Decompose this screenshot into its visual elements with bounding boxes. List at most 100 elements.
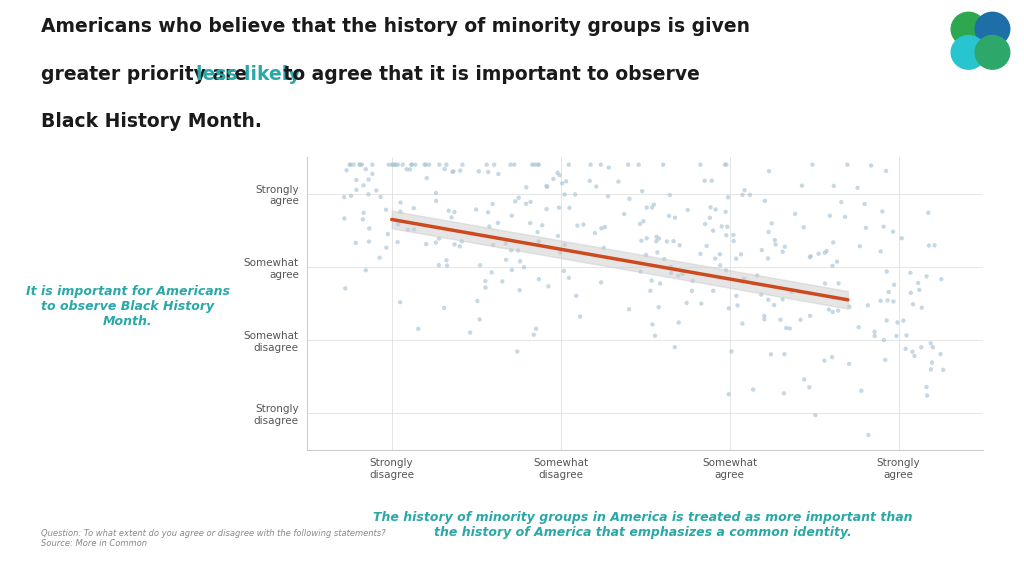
Text: greater priority are: greater priority are — [41, 65, 254, 84]
Point — [830, 279, 847, 288]
Point — [816, 356, 833, 365]
Point — [734, 191, 751, 200]
Point — [733, 250, 750, 259]
Point — [824, 261, 841, 270]
Point — [369, 186, 385, 195]
Point — [389, 238, 406, 247]
Point — [794, 181, 810, 190]
Point — [825, 182, 842, 191]
Point — [560, 160, 577, 169]
Point — [879, 267, 895, 276]
Point — [712, 261, 728, 270]
Point — [720, 193, 736, 202]
Point — [392, 298, 409, 307]
Point — [728, 291, 744, 300]
Point — [469, 297, 485, 306]
Point — [399, 225, 416, 234]
Point — [530, 275, 547, 284]
Point — [431, 234, 447, 243]
Point — [610, 177, 627, 186]
Point — [753, 290, 769, 299]
Point — [357, 165, 374, 174]
Point — [818, 247, 835, 256]
Point — [796, 223, 812, 232]
Point — [539, 182, 555, 191]
Point — [876, 222, 892, 231]
Point — [760, 295, 776, 304]
Point — [418, 239, 434, 248]
Point — [886, 280, 902, 289]
Point — [872, 247, 889, 256]
Point — [596, 243, 612, 252]
Point — [876, 336, 892, 345]
Point — [921, 209, 937, 217]
Point — [925, 343, 941, 352]
Point — [355, 181, 372, 190]
Point — [343, 192, 359, 201]
Point — [530, 160, 547, 169]
Point — [354, 215, 371, 224]
Point — [360, 175, 377, 184]
Point — [774, 295, 791, 304]
Point — [529, 160, 546, 169]
Point — [824, 352, 841, 361]
Point — [866, 328, 883, 337]
Point — [484, 200, 501, 209]
Point — [804, 160, 820, 169]
Point — [530, 237, 547, 246]
Point — [684, 287, 700, 296]
Point — [443, 213, 460, 222]
Point — [593, 160, 609, 169]
Point — [880, 296, 896, 305]
Point — [480, 208, 497, 217]
Point — [406, 225, 422, 234]
Text: It is important for Americans
to observe Black History
Month.: It is important for Americans to observe… — [26, 285, 230, 328]
Point — [503, 246, 519, 255]
Point — [729, 301, 745, 310]
Point — [431, 160, 447, 169]
Point — [600, 163, 616, 172]
Point — [829, 306, 846, 315]
Point — [446, 207, 463, 216]
Point — [754, 246, 770, 255]
Point — [878, 355, 894, 364]
Point — [872, 296, 889, 305]
Point — [660, 211, 677, 220]
Point — [347, 238, 364, 247]
Point — [406, 203, 422, 212]
Point — [511, 285, 527, 294]
Point — [552, 171, 568, 180]
Point — [338, 166, 354, 175]
Point — [801, 383, 817, 392]
Point — [593, 224, 609, 233]
Point — [894, 234, 910, 243]
Point — [821, 211, 838, 220]
Text: to agree that it is important to observe: to agree that it is important to observe — [276, 65, 699, 84]
Point — [796, 375, 812, 384]
Point — [913, 343, 930, 352]
Point — [643, 276, 659, 285]
Point — [761, 166, 777, 175]
Point — [635, 217, 651, 226]
Point — [639, 203, 655, 212]
Point — [919, 383, 935, 392]
Point — [651, 234, 668, 243]
Point — [648, 232, 665, 241]
Point — [526, 160, 543, 169]
Point — [392, 207, 409, 216]
Point — [507, 197, 523, 206]
Circle shape — [951, 35, 986, 69]
Point — [385, 160, 401, 169]
Point — [361, 224, 378, 233]
Point — [650, 303, 667, 312]
Point — [881, 288, 897, 297]
Point — [874, 207, 891, 216]
Point — [776, 389, 793, 398]
Point — [464, 229, 480, 238]
Point — [783, 287, 800, 296]
Point — [888, 332, 904, 341]
Point — [932, 350, 948, 359]
Point — [477, 283, 494, 292]
Point — [503, 160, 519, 169]
Point — [767, 240, 783, 249]
